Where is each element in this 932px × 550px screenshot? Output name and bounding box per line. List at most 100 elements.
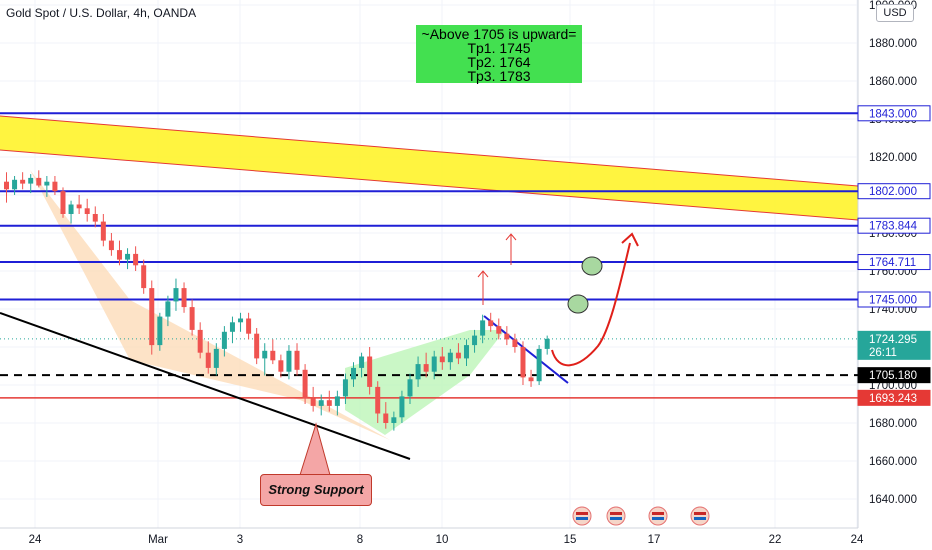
candle-body (496, 326, 502, 334)
candle-body (221, 331, 227, 349)
note-line: Tp1. 1745 (467, 40, 531, 56)
candle-body (302, 369, 308, 399)
candle-body (270, 350, 276, 361)
candle-body (351, 367, 357, 380)
x-tick-label: 3 (237, 534, 243, 546)
candle-body (544, 338, 550, 349)
price-label-box (857, 389, 931, 406)
price-axis[interactable]: 1900.0001880.0001860.0001840.0001820.000… (857, 0, 932, 550)
candle-body (4, 181, 9, 190)
candle-body (399, 396, 405, 418)
support-trendline (0, 312, 411, 460)
candle-body (205, 352, 211, 368)
channel-bottom-line (0, 149, 859, 221)
price-label-text: 1843.000 (869, 108, 917, 120)
candle-body (415, 364, 421, 380)
price-label-countdown: 26:11 (869, 347, 897, 359)
y-tick-label: 1640.000 (869, 494, 917, 506)
candle-body (262, 350, 268, 359)
x-tick-label: 15 (564, 534, 577, 546)
candle-body (165, 301, 171, 317)
candle-body (149, 288, 155, 346)
chart-grid (0, 0, 858, 528)
candle-body (447, 352, 453, 363)
currency-button[interactable]: USD (876, 4, 914, 22)
projection-curve (551, 242, 631, 367)
economic-events (572, 506, 710, 526)
time-axis[interactable]: 24 Mar 3 8 10 15 17 22 24 (0, 527, 864, 550)
candle-body (318, 400, 324, 406)
us-flag-icon (648, 506, 668, 526)
price-label-box (857, 367, 931, 384)
candle-body (60, 191, 66, 214)
candle-body (439, 356, 445, 363)
candle-body (383, 413, 389, 423)
price-label-text: 1783.844 (869, 221, 918, 233)
y-tick-label: 1820.000 (869, 152, 917, 164)
candle-body (512, 339, 518, 347)
candle-body (504, 333, 510, 340)
candle-body (181, 288, 187, 308)
candle-body (455, 352, 461, 359)
us-flag-stripe (694, 512, 706, 515)
price-label-box (857, 330, 931, 360)
price-label-text: 1724.295 (869, 334, 917, 346)
target-arrow-head (505, 233, 517, 241)
candle-body (480, 320, 486, 336)
x-tick-label: 24 (29, 534, 42, 546)
candle-body (488, 320, 494, 327)
price-label-text: 1705.180 (869, 370, 917, 382)
candle-body (125, 253, 131, 260)
candlestick-series (4, 170, 550, 431)
candle-body (375, 386, 381, 414)
x-tick-label: Mar (148, 534, 168, 546)
time-axis-background (0, 528, 858, 550)
candle-body (254, 333, 260, 359)
price-label-box (857, 291, 931, 308)
candle-body (173, 288, 179, 302)
us-flag-icon (606, 506, 626, 526)
candle-body (116, 250, 122, 260)
price-label-box (857, 254, 931, 271)
channel-top-line (0, 115, 859, 187)
x-tick-label: 22 (769, 534, 782, 546)
falling-wedge (30, 170, 390, 440)
analysis-note: ~Above 1705 is upward= Tp1. 1745 Tp2. 17… (416, 25, 582, 83)
x-tick-label: 24 (851, 534, 864, 546)
candle-body (367, 356, 373, 387)
candle-body (536, 348, 542, 382)
price-label-box (857, 183, 931, 200)
y-tick-label: 1680.000 (869, 418, 917, 430)
candle-body (76, 204, 82, 209)
candle-body (407, 379, 413, 397)
breakout-trendline (483, 315, 569, 384)
y-tick-label: 1880.000 (869, 38, 917, 50)
candle-body (463, 345, 469, 359)
candle-body (157, 316, 163, 346)
us-flag-stripe (610, 517, 622, 520)
horizontal-levels (0, 112, 858, 399)
annotations (299, 232, 639, 476)
candle-body (197, 329, 203, 353)
candle-body (52, 181, 58, 192)
candle-body (334, 396, 340, 406)
wedge-patterns (30, 170, 505, 440)
price-label-box (857, 217, 931, 234)
candle-body (28, 177, 34, 184)
us-flag-stripe (652, 512, 664, 515)
channel-fill (0, 116, 858, 220)
us-flag-stripe (576, 517, 588, 520)
candle-body (520, 347, 526, 378)
yellow-channel (0, 115, 859, 221)
axis-background (858, 0, 932, 550)
x-tick-label: 17 (648, 534, 661, 546)
candle-body (100, 221, 106, 241)
us-flag-icon (690, 506, 710, 526)
candle-body (342, 379, 348, 397)
note-line: Tp2. 1764 (467, 54, 531, 70)
x-tick-label: 10 (436, 534, 449, 546)
candle-body (528, 377, 534, 382)
callout-pointer (299, 422, 331, 476)
price-label-text: 1693.243 (869, 393, 917, 405)
